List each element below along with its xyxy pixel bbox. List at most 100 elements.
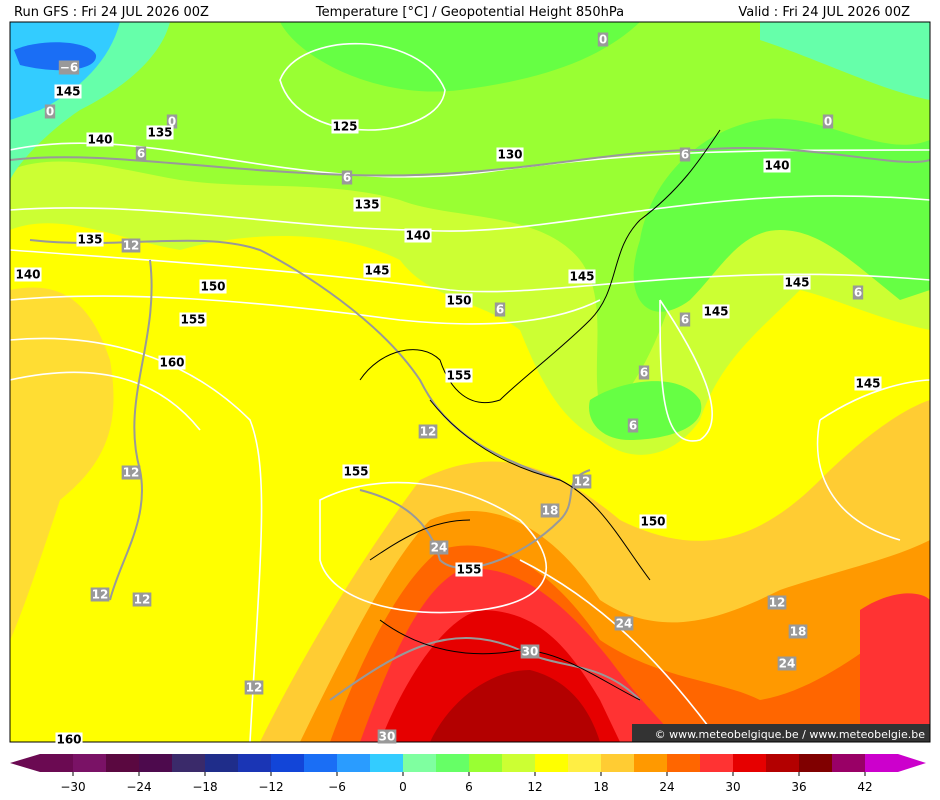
temperature-label: 12: [769, 596, 786, 610]
colorbar-swatch: [667, 754, 700, 772]
height-label: 155: [343, 465, 368, 479]
colorbar-swatch: [733, 754, 766, 772]
temperature-label: 0: [824, 115, 832, 129]
temperature-label-box: [572, 474, 592, 489]
temperature-label-box: [494, 302, 506, 317]
height-label-box: [496, 147, 524, 162]
temperature-label-box: [597, 32, 609, 47]
colorbar-swatch: [106, 754, 139, 772]
temperature-label-box: [777, 656, 797, 671]
temperature-label: 30: [379, 730, 396, 744]
height-label-box: [179, 312, 207, 327]
colorbar-swatch: [172, 754, 205, 772]
colorbar-tick-label: 36: [791, 780, 806, 794]
height-label: 160: [159, 356, 184, 370]
colorbar-tick-label: −12: [258, 780, 283, 794]
temperature-label-box: [90, 587, 110, 602]
height-label-box: [353, 197, 381, 212]
temperature-label-box: [377, 729, 397, 744]
colorbar-tick-label: 42: [857, 780, 872, 794]
colorbar-swatch: [370, 754, 403, 772]
colorbar-swatch: [634, 754, 667, 772]
height-label-box: [158, 355, 186, 370]
temperature-label-box: [244, 680, 264, 695]
height-label-box: [86, 132, 114, 147]
temperature-label: 6: [854, 286, 862, 300]
temperature-label: 6: [681, 148, 689, 162]
colorbar-swatch: [40, 754, 73, 772]
temperature-label-box: [341, 170, 353, 185]
temperature-label: 24: [431, 541, 448, 555]
colorbar-tick-label: −6: [328, 780, 346, 794]
temperature-label-box: [767, 595, 787, 610]
temperature-label: 0: [168, 115, 176, 129]
height-label: 125: [332, 120, 357, 134]
map-frame: [9, 21, 931, 743]
colorbar-swatch: [766, 754, 799, 772]
colorbar-swatch: [403, 754, 436, 772]
temperature-label-box: [58, 60, 80, 75]
temperature-label-box: [614, 616, 634, 631]
colorbar: −30 −24 −18 −12 −6 0 6 12 18 24 30 36 42: [10, 754, 926, 794]
colorbar-tick-label: 12: [527, 780, 542, 794]
colorbar-swatch: [832, 754, 865, 772]
height-label-box: [639, 514, 667, 529]
colorbar-tick-label: 24: [659, 780, 674, 794]
colorbar-tick-label: 0: [399, 780, 407, 794]
temperature-label-box: [520, 644, 540, 659]
height-label: 150: [640, 515, 665, 529]
colorbar-tick-label: −18: [192, 780, 217, 794]
temperature-label-box: [679, 312, 691, 327]
run-label: Run GFS : Fri 24 JUL 2026 00Z: [14, 5, 209, 20]
colorbar-swatch: [865, 754, 898, 772]
watermark: © www.meteobelgique.be / www.meteobelgie…: [655, 728, 926, 741]
temperature-label: 0: [46, 105, 54, 119]
temperature-label: 18: [790, 625, 807, 639]
height-label: 130: [497, 148, 522, 162]
height-label-box: [404, 228, 432, 243]
colorbar-swatch: [700, 754, 733, 772]
colorbar-swatch: [337, 754, 370, 772]
height-label: 135: [77, 233, 102, 247]
height-label-box: [568, 269, 596, 284]
temperature-label-box: [166, 114, 178, 129]
temperature-label: 6: [681, 313, 689, 327]
colorbar-swatch: [304, 754, 337, 772]
temperature-label-box: [44, 104, 56, 119]
height-label: 145: [569, 270, 594, 284]
temperature-label: 18: [542, 504, 559, 518]
temperature-label-box: [822, 114, 834, 129]
height-label: 145: [55, 85, 80, 99]
colorbar-tick-label: −30: [60, 780, 85, 794]
temperature-label-box: [540, 503, 560, 518]
temperature-label: 6: [640, 366, 648, 380]
temperature-label-box: [418, 424, 438, 439]
height-label: 135: [354, 198, 379, 212]
colorbar-arrow-left: [10, 754, 40, 772]
temperature-label: 12: [246, 681, 263, 695]
temperature-label: 6: [137, 147, 145, 161]
colorbar-arrow-right: [898, 754, 926, 772]
height-label-box: [146, 125, 174, 140]
height-label: 140: [764, 159, 789, 173]
height-label-box: [199, 279, 227, 294]
height-label: 150: [446, 294, 471, 308]
height-label-box: [342, 464, 370, 479]
colorbar-tick-label: 18: [593, 780, 608, 794]
temperature-label-box: [121, 465, 141, 480]
temperature-label-box: [638, 365, 650, 380]
temperature-label-box: [429, 540, 449, 555]
height-label: 140: [405, 229, 430, 243]
temperature-label: 12: [123, 239, 140, 253]
height-label-box: [763, 158, 791, 173]
colorbar-swatch: [271, 754, 304, 772]
height-label: 135: [147, 126, 172, 140]
height-label-box: [54, 84, 82, 99]
temperature-label-box: [132, 592, 152, 607]
height-label-box: [363, 263, 391, 278]
temperature-label: 6: [496, 303, 504, 317]
height-label-box: [331, 119, 359, 134]
height-label-box: [783, 275, 811, 290]
height-label: 150: [200, 280, 225, 294]
